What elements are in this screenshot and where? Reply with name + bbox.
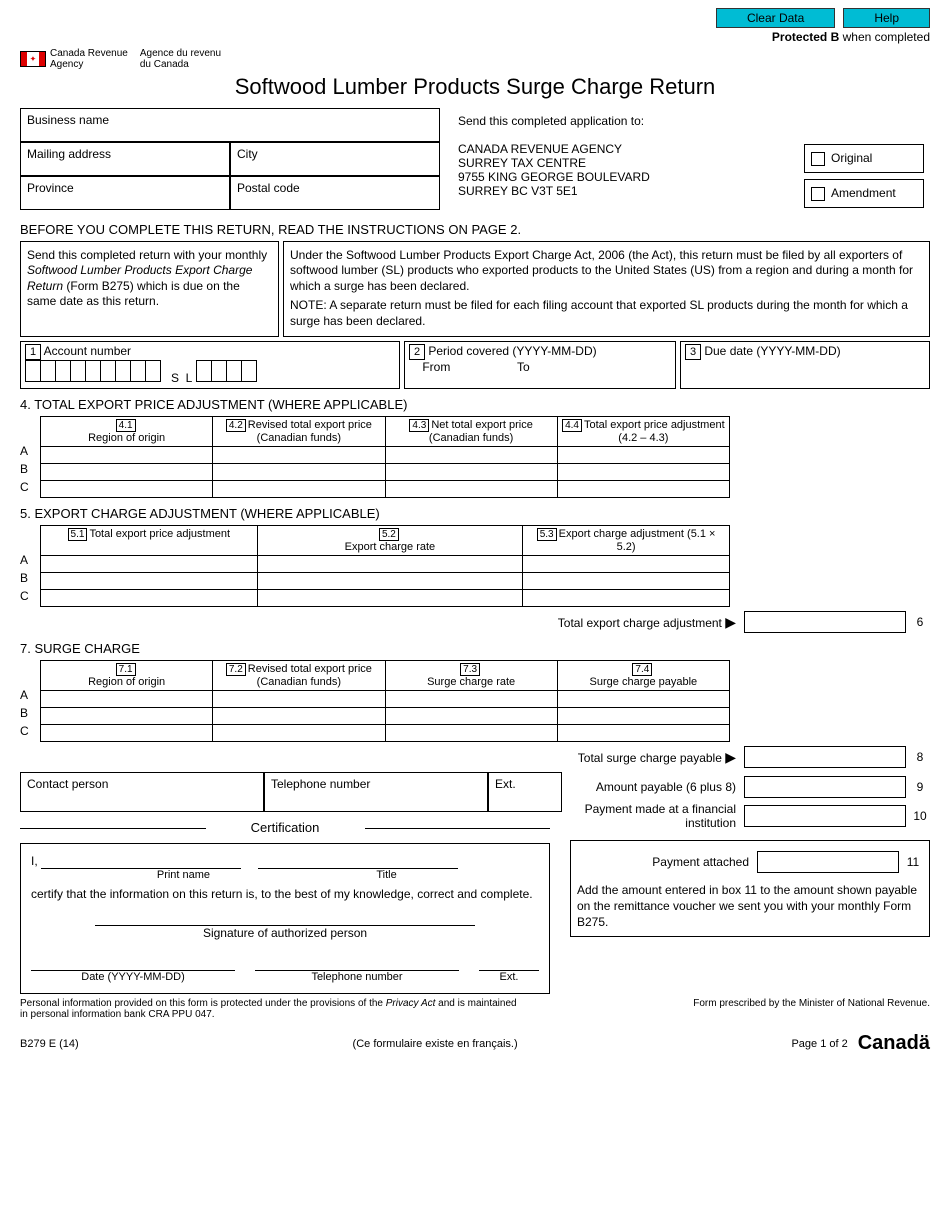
- due-date-field[interactable]: 3 Due date (YYYY-MM-DD): [680, 341, 930, 390]
- section-4-table: 4.1Region of origin 4.2Revised total exp…: [40, 416, 730, 498]
- payment-institution-label: Payment made at a financial institution: [570, 802, 736, 830]
- payment-attached-label: Payment attached: [577, 855, 749, 871]
- city-field[interactable]: City: [230, 142, 440, 176]
- section-7-heading: 7. SURGE CHARGE: [20, 641, 930, 656]
- protected-label: Protected B when completed: [20, 30, 930, 44]
- business-name-field[interactable]: Business name: [20, 108, 440, 142]
- amount-payable-label: Amount payable (6 plus 8): [570, 780, 736, 794]
- info-right: Under the Softwood Lumber Products Expor…: [283, 241, 930, 337]
- certification-heading: Certification: [20, 820, 550, 835]
- page-title: Softwood Lumber Products Surge Charge Re…: [20, 74, 930, 100]
- total-surge-charge-label: Total surge charge payable ▶: [578, 749, 736, 766]
- canada-wordmark: Canadä: [858, 1032, 930, 1055]
- french-note: (Ce formulaire existe en français.): [353, 1038, 518, 1050]
- section-5-heading: 5. EXPORT CHARGE ADJUSTMENT (WHERE APPLI…: [20, 506, 930, 521]
- payment-note: Add the amount entered in box 11 to the …: [577, 883, 923, 930]
- canada-flag-icon: [20, 51, 46, 67]
- province-field[interactable]: Province: [20, 176, 230, 210]
- section-7-table: 7.1Region of origin 7.2Revised total exp…: [40, 660, 730, 742]
- payment-institution-field[interactable]: [744, 805, 906, 827]
- amount-payable-field[interactable]: [744, 776, 906, 798]
- cra-logo: Canada RevenueAgency Agence du revenudu …: [20, 48, 221, 70]
- payment-attached-field[interactable]: [757, 851, 899, 873]
- help-button[interactable]: Help: [843, 8, 930, 28]
- form-code: B279 E (14): [20, 1038, 79, 1050]
- row-b-label: B: [20, 462, 40, 480]
- period-field[interactable]: 2 Period covered (YYYY-MM-DD) From To: [404, 341, 676, 390]
- total-export-charge-field[interactable]: [744, 611, 906, 633]
- section-5-table: 5.1Total export price adjustment 5.2Expo…: [40, 525, 730, 607]
- certification-block: I, Print name Title certify that the inf…: [20, 843, 550, 994]
- postal-code-field[interactable]: Postal code: [230, 176, 440, 210]
- contact-person-field[interactable]: Contact person: [20, 772, 264, 812]
- prescribed-note: Form prescribed by the Minister of Natio…: [693, 998, 930, 1020]
- total-surge-charge-field[interactable]: [744, 746, 906, 768]
- clear-data-button[interactable]: Clear Data: [716, 8, 835, 28]
- table-cell[interactable]: [41, 447, 213, 464]
- telephone-field[interactable]: Telephone number: [264, 772, 488, 812]
- amendment-checkbox[interactable]: Amendment: [804, 179, 924, 208]
- account-number-field[interactable]: 1 Account number S L: [20, 341, 400, 390]
- mailing-address-field[interactable]: Mailing address: [20, 142, 230, 176]
- row-c-label: C: [20, 480, 40, 498]
- page-number: Page 1 of 2: [791, 1038, 847, 1050]
- info-left: Send this completed return with your mon…: [20, 241, 279, 337]
- section-4-heading: 4. TOTAL EXPORT PRICE ADJUSTMENT (WHERE …: [20, 397, 930, 412]
- original-checkbox[interactable]: Original: [804, 144, 924, 173]
- privacy-note: Personal information provided on this fo…: [20, 998, 520, 1020]
- instructions-heading: BEFORE YOU COMPLETE THIS RETURN, READ TH…: [20, 222, 930, 237]
- row-a-label: A: [20, 444, 40, 462]
- total-export-charge-label: Total export charge adjustment ▶: [558, 614, 736, 631]
- ext-field[interactable]: Ext.: [488, 772, 562, 812]
- send-to-block: Send this completed application to: CANA…: [452, 108, 786, 204]
